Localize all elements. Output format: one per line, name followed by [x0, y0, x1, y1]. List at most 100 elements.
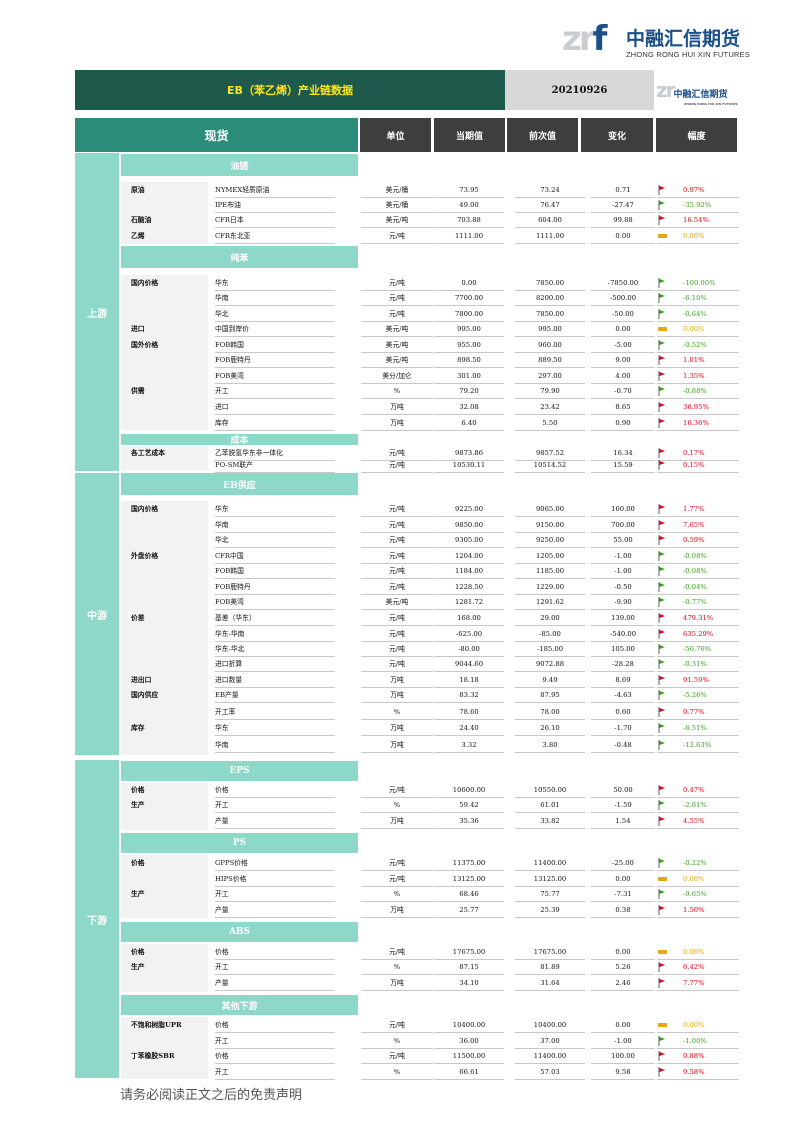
table-row: 进口折算 元/吨 9044.60 9072.88 -28.28 -0.31% [121, 657, 739, 672]
row-divider [361, 563, 433, 564]
row-divider [434, 563, 504, 564]
row-unit: % [393, 801, 401, 809]
row-divider [591, 656, 655, 657]
row-unit: 元/吨 [389, 614, 405, 622]
green-flag-icon [657, 291, 667, 305]
red-flag-icon [657, 611, 667, 625]
row-unit: 元/吨 [389, 1021, 405, 1029]
row-divider [657, 414, 739, 415]
row-amplitude: -6.51% [683, 724, 707, 732]
row-previous-value: 1229.00 [535, 583, 565, 591]
row-amplitude: -0.08% [683, 552, 707, 560]
table-row: 价格 价格 元/吨 10600.00 10550.00 50.00 0.47% [121, 783, 739, 798]
row-item: 华东-华北 [215, 645, 245, 653]
row-divider [515, 901, 585, 902]
row-amplitude: 4.55% [683, 817, 705, 825]
row-unit: 万吨 [390, 403, 404, 411]
row-change: 4.00 [615, 372, 631, 380]
row-change: 0.00 [615, 232, 631, 240]
row-change: 105.00 [611, 645, 635, 653]
table-row: FOB鹿特丹 元/吨 1228.50 1229.00 -0.50 -0.04% [121, 580, 739, 595]
row-divider [657, 1032, 739, 1033]
row-divider [591, 735, 655, 736]
row-current-value: 36.00 [459, 1037, 479, 1045]
row-amplitude: 635.29% [683, 630, 714, 638]
row-divider [361, 594, 433, 595]
row-divider [215, 870, 335, 871]
table-row: 开工% 36.00 37.00 -1.00 -1.00% [121, 1034, 739, 1049]
row-current-value: 79.20 [459, 387, 479, 395]
row-divider [591, 430, 655, 431]
row-divider [515, 735, 585, 736]
row-divider [591, 917, 655, 918]
row-divider [657, 719, 739, 720]
table-row: 进口 万吨 32.08 23.42 8.65 36.95% [121, 400, 739, 415]
row-amplitude: -12.63% [683, 741, 712, 749]
row-divider [215, 656, 335, 657]
table-row: 进口 中国到岸价 美元/吨 995.00 995.00 0.00 0.00% [121, 322, 739, 337]
row-divider [434, 321, 504, 322]
row-divider [657, 472, 739, 473]
row-change: -0.70 [614, 387, 632, 395]
table-row: 国内价格 华东 元/吨 0.00 7850.00 -7850.00 -100.00% [121, 276, 739, 291]
row-divider [215, 227, 335, 228]
row-category: 石脑油 [131, 216, 152, 224]
row-current-value: 11375.00 [452, 859, 486, 867]
row-change: 55.00 [613, 536, 633, 544]
row-change: -27.47 [612, 201, 634, 209]
row-unit: 美元/吨 [385, 216, 409, 224]
row-divider [515, 563, 585, 564]
row-divider [361, 212, 433, 213]
row-divider [215, 472, 335, 473]
row-divider [591, 702, 655, 703]
row-current-value: 9873.86 [454, 449, 484, 457]
row-category: 供需 [131, 387, 145, 395]
category-column-bg [121, 501, 208, 755]
row-item: CFR中国 [215, 552, 244, 560]
row-divider [361, 321, 433, 322]
row-previous-value: 25.39 [540, 906, 560, 914]
row-divider [591, 197, 655, 198]
row-unit: 元/吨 [389, 859, 405, 867]
row-divider [657, 383, 739, 384]
row-divider [515, 516, 585, 517]
row-divider [434, 870, 504, 871]
flat-bar-icon [657, 322, 667, 336]
row-item: 进口 [215, 403, 229, 411]
row-divider [515, 625, 585, 626]
green-flag-icon [657, 580, 667, 594]
row-divider [361, 917, 433, 918]
row-divider [515, 959, 585, 960]
row-divider [591, 625, 655, 626]
row-divider [361, 227, 433, 228]
row-category: 国内价格 [131, 505, 159, 513]
row-divider [215, 641, 335, 642]
row-item: 乙苯脱氢华东非一体化 [215, 449, 283, 457]
green-flag-icon [657, 887, 667, 901]
row-divider [657, 1048, 739, 1049]
row-category: 各工艺成本 [131, 449, 165, 457]
row-divider [515, 383, 585, 384]
table-row: IPE布油 美元/桶 49.00 76.47 -27.47 -35.92% [121, 198, 739, 213]
company-logo: zrf 中融汇信期货 ZHONG RONG HUI XIN FUTURES [562, 20, 752, 60]
row-divider [657, 656, 739, 657]
row-current-value: 1111.00 [454, 232, 484, 240]
row-divider [215, 671, 335, 672]
row-amplitude: 91.59% [683, 676, 709, 684]
row-divider [591, 563, 655, 564]
row-previous-value: 10514.52 [533, 461, 567, 469]
row-divider [215, 290, 335, 291]
table-row: 进出口 进口数量 万吨 18.18 9.49 8.69 91.59% [121, 673, 739, 688]
row-divider [515, 974, 585, 975]
row-divider [361, 901, 433, 902]
row-change: -1.00 [614, 552, 632, 560]
row-current-value: 83.32 [459, 691, 479, 699]
row-divider [657, 687, 739, 688]
row-divider [515, 990, 585, 991]
row-divider [591, 870, 655, 871]
row-divider [515, 336, 585, 337]
row-divider [361, 702, 433, 703]
row-divider [434, 532, 504, 533]
subhead-benzene: 纯苯 [121, 246, 358, 268]
table-row: 华北 元/吨 9305.00 9250.00 55.00 0.59% [121, 533, 739, 548]
